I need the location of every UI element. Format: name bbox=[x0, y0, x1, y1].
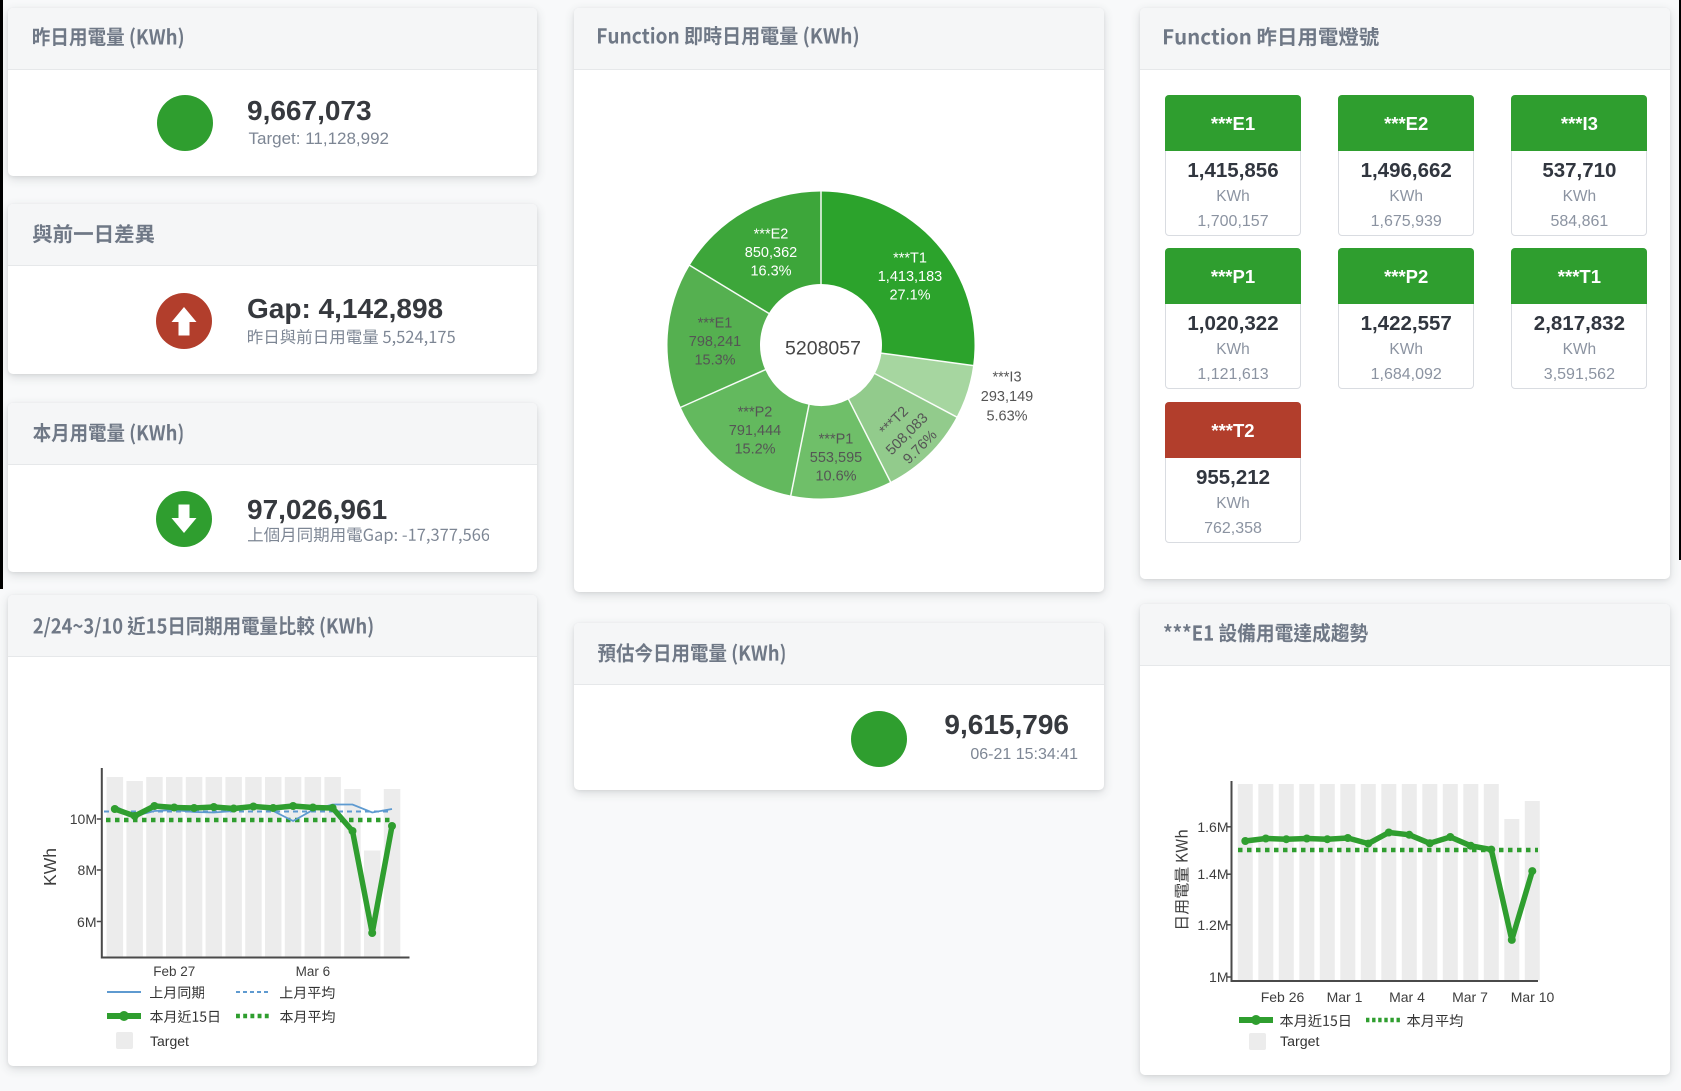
svg-text:553,595: 553,595 bbox=[810, 450, 862, 466]
svg-text:***P2: ***P2 bbox=[738, 405, 773, 421]
svg-text:5.63%: 5.63% bbox=[986, 409, 1027, 425]
svg-text:850,362: 850,362 bbox=[745, 245, 797, 261]
svg-text:***T1: ***T1 bbox=[893, 251, 927, 267]
svg-text:791,444: 791,444 bbox=[729, 423, 781, 439]
svg-text:27.1%: 27.1% bbox=[889, 288, 930, 304]
svg-text:15.3%: 15.3% bbox=[694, 353, 735, 369]
svg-text:***P1: ***P1 bbox=[819, 432, 854, 448]
svg-text:16.3%: 16.3% bbox=[750, 264, 791, 280]
svg-text:***I3: ***I3 bbox=[992, 370, 1021, 386]
svg-text:15.2%: 15.2% bbox=[734, 442, 775, 458]
svg-text:293,149: 293,149 bbox=[981, 389, 1033, 405]
svg-text:***E2: ***E2 bbox=[754, 227, 789, 243]
svg-text:798,241: 798,241 bbox=[689, 334, 741, 350]
svg-text:***E1: ***E1 bbox=[698, 316, 733, 332]
svg-text:1,413,183: 1,413,183 bbox=[878, 269, 943, 285]
svg-text:5208057: 5208057 bbox=[785, 338, 861, 360]
svg-text:10.6%: 10.6% bbox=[815, 469, 856, 485]
